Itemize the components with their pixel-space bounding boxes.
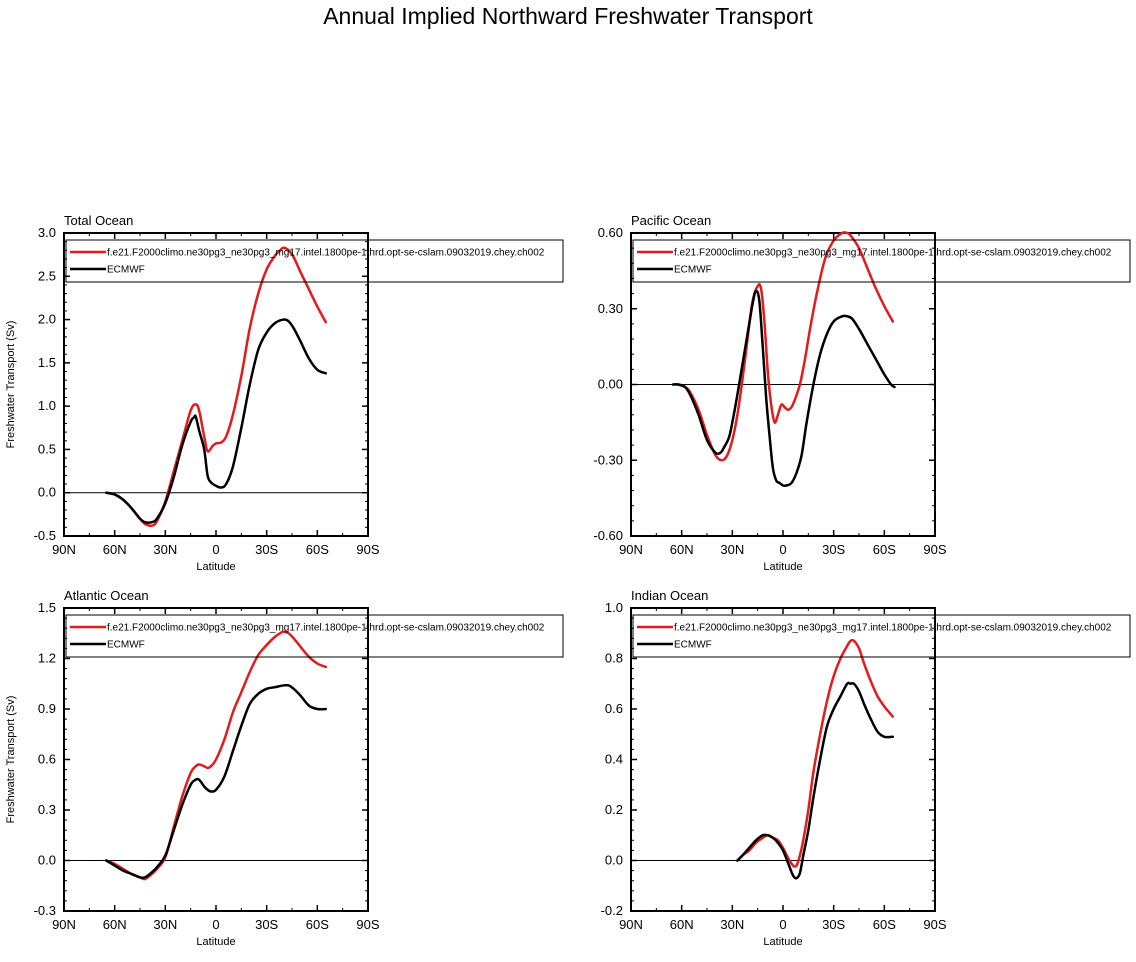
panel-title: Indian Ocean [631,588,708,603]
legend-label: ECMWF [674,265,712,276]
y-tick-label: 0.30 [598,301,623,316]
x-tick-label: 30S [255,542,278,557]
y-tick-label: -0.2 [601,903,623,918]
y-tick-label: 0.0 [605,853,623,868]
figure-title: Annual Implied Northward Freshwater Tran… [323,3,813,29]
x-tick-label: 30N [153,542,177,557]
y-tick-label: 0.00 [598,377,623,392]
x-tick-label: 90S [356,542,379,557]
series-line-model [104,630,328,881]
series-line-model [104,246,328,527]
panel-pacific-ocean: Pacific Ocean 90N 60N 30N 0 30S 60S 90S -0.60 -0.… [593,213,1131,573]
series-line-ecmwf [104,683,328,880]
y-tick-label: 0.6 [38,752,56,767]
x-tick-label: 60N [103,542,127,557]
y-tick-label: 3.0 [38,225,56,240]
y-tick-label: 0.8 [605,651,623,666]
y-tick-label: 0.0 [38,485,56,500]
x-tick-label: 0 [779,917,786,932]
x-tick-label: 0 [779,542,786,557]
legend-label: ECMWF [674,640,712,651]
x-tick-label: 30S [822,542,845,557]
y-tick-label: 1.0 [38,398,56,413]
x-tick-label: 0 [212,917,219,932]
y-tick-label: -0.30 [593,452,623,467]
series-line-ecmwf [671,289,896,488]
y-tick-label: -0.5 [34,528,56,543]
x-tick-label: 60S [873,542,896,557]
legend-label: f.e21.F2000climo.ne30pg3_ne30pg3_mg17.in… [107,248,545,259]
x-tick-label: 60N [670,542,694,557]
series-line-ecmwf [104,318,328,524]
y-tick-label: 1.2 [38,651,56,666]
plot-frame [63,232,369,537]
y-tick-label: 0.3 [38,802,56,817]
x-tick-label: 60N [103,917,127,932]
y-tick-label: 0.6 [605,701,623,716]
y-tick-label: 1.0 [605,600,623,615]
x-axis-label: Latitude [763,936,802,948]
panel-total-ocean: Total Ocean 90N 60N 30N 0 30S 60S 90S -0.5 0.0 0.5… [5,213,564,573]
series-line-model [671,231,895,462]
y-tick-label: 0.5 [38,441,56,456]
panel-title: Atlantic Ocean [64,588,149,603]
x-tick-label: 90S [923,542,946,557]
y-tick-label: 1.5 [38,600,56,615]
x-tick-label: 30N [720,542,744,557]
x-tick-label: 90N [52,917,76,932]
series-line-model [736,638,895,868]
x-tick-label: 60S [873,917,896,932]
y-tick-label: -0.60 [593,528,623,543]
y-tick-label: 1.5 [38,355,56,370]
legend-box [65,239,564,283]
x-tick-label: 90N [52,542,76,557]
y-tick-label: 0.4 [605,752,623,767]
x-tick-label: 90S [356,917,379,932]
legend-label: f.e21.F2000climo.ne30pg3_ne30pg3_mg17.in… [674,623,1112,634]
panel-title: Total Ocean [64,213,133,228]
legend-label: ECMWF [107,640,145,651]
legend-box [632,614,1131,658]
x-tick-label: 90N [619,542,643,557]
x-tick-label: 30S [822,917,845,932]
legend-label: ECMWF [107,265,145,276]
x-axis-label: Latitude [763,561,802,573]
panel-title: Pacific Ocean [631,213,711,228]
y-tick-label: 2.0 [38,312,56,327]
x-tick-label: 90S [923,917,946,932]
x-tick-label: 90N [619,917,643,932]
x-tick-label: 30N [153,917,177,932]
legend-label: f.e21.F2000climo.ne30pg3_ne30pg3_mg17.in… [674,248,1112,259]
y-tick-label: 0.0 [38,853,56,868]
y-tick-label: 0.60 [598,225,623,240]
series-line-ecmwf [736,681,895,880]
y-tick-label: -0.3 [34,903,56,918]
x-axis-label: Latitude [196,936,235,948]
y-tick-label: 0.9 [38,701,56,716]
panel-atlantic-ocean: Atlantic Ocean 90N 60N 30N 0 30S 60S 90S -0.3 0.0… [5,588,564,948]
x-tick-label: 60S [306,542,329,557]
x-tick-label: 30N [720,917,744,932]
y-axis-label: Freshwater Transport (Sv) [5,696,17,824]
x-tick-label: 30S [255,917,278,932]
legend-box [632,239,1131,283]
y-axis-label: Freshwater Transport (Sv) [5,321,17,449]
legend-box [65,614,564,658]
x-tick-label: 60S [306,917,329,932]
x-tick-label: 60N [670,917,694,932]
panel-indian-ocean: Indian Ocean 90N 60N 30N 0 30S 60S 90S -0.2 0.0 0.… [601,588,1131,948]
x-axis-label: Latitude [196,561,235,573]
plot-frame [630,607,936,912]
y-tick-label: 0.2 [605,802,623,817]
legend-label: f.e21.F2000climo.ne30pg3_ne30pg3_mg17.in… [107,623,545,634]
y-tick-label: 2.5 [38,268,56,283]
x-tick-label: 0 [212,542,219,557]
